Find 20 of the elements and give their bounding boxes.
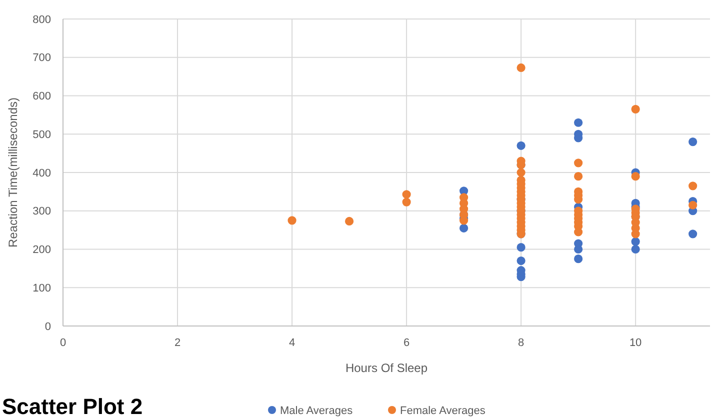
y-axis-title: Reaction Time(milliseconds) (6, 97, 20, 248)
y-tick-label: 300 (32, 206, 51, 218)
y-tick-label: 800 (32, 14, 51, 26)
y-tick-label: 200 (32, 244, 51, 256)
y-tick-label: 400 (32, 167, 51, 180)
legend-label: Male Averages (280, 404, 354, 417)
y-tick-label: 600 (32, 90, 51, 103)
y-tick-label: 700 (32, 52, 51, 64)
x-tick-label: 2 (174, 337, 181, 349)
x-tick-label: 4 (288, 337, 296, 349)
y-tick-label: 0 (44, 320, 51, 333)
x-axis-title: Hours Of Sleep (345, 361, 428, 375)
x-tick-label: 6 (403, 337, 410, 349)
x-tick-label: 10 (629, 337, 642, 349)
text: Scatter Plot 2 (2, 394, 143, 419)
x-tick-label: 8 (518, 337, 524, 349)
x-tick-label: 0 (60, 337, 66, 349)
legend-label: Female Averages (400, 404, 486, 417)
y-tick-label: 100 (32, 282, 51, 294)
y-tick-label: 500 (32, 128, 51, 141)
